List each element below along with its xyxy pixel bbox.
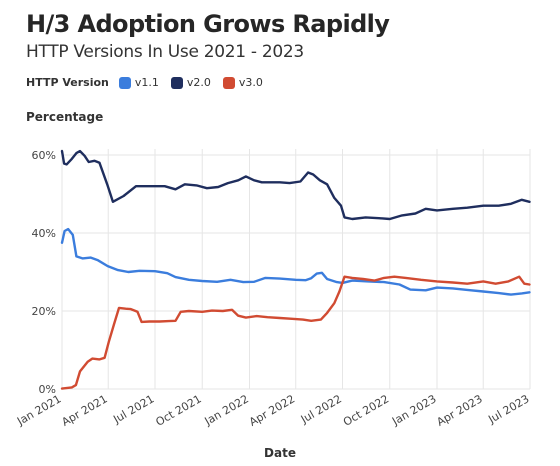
legend-label-v1-1: v1.1 [134, 76, 159, 89]
x-tick-label: Jul 2023 [485, 392, 531, 426]
x-tick-label: Oct 2021 [153, 392, 203, 429]
x-axis-label: Date [264, 446, 296, 460]
x-tick-label: Apr 2021 [59, 392, 109, 429]
legend: HTTP Version v1.1 v2.0 v3.0 [26, 76, 275, 89]
series [60, 149, 531, 390]
x-tick-label: Apr 2023 [434, 392, 484, 429]
legend-label-v3-0: v3.0 [238, 76, 263, 89]
x-tick-label: Jul 2021 [110, 392, 156, 426]
legend-item-v2-0[interactable]: v2.0 [170, 76, 211, 89]
series-line-v2-0[interactable] [60, 149, 531, 221]
x-tick-label: Oct 2022 [341, 392, 391, 429]
x-tick-label: Jul 2022 [298, 392, 344, 426]
series-line-v3-0[interactable] [60, 275, 531, 390]
chart-title: H/3 Adoption Grows Rapidly [26, 10, 390, 38]
legend-label-v2-0: v2.0 [186, 76, 211, 89]
y-tick-label: 60% [32, 149, 56, 162]
y-axis-label: Percentage [26, 110, 104, 124]
y-tick-label: 40% [32, 227, 56, 240]
x-tick-label: Apr 2022 [247, 392, 297, 429]
x-tick-label: Jan 2022 [202, 392, 251, 428]
legend-swatch-v2-0 [170, 76, 183, 89]
legend-title: HTTP Version [26, 76, 109, 89]
y-tick-label: 20% [32, 305, 56, 318]
legend-item-v1-1[interactable]: v1.1 [118, 76, 159, 89]
y-ticks: 0% 20% 40% 60% [32, 149, 56, 396]
x-tick-label: Jan 2021 [14, 392, 63, 428]
x-tick-label: Jan 2023 [389, 392, 438, 428]
legend-item-v3-0[interactable]: v3.0 [222, 76, 263, 89]
series-line-v1-1[interactable] [60, 227, 531, 296]
legend-swatch-v3-0 [222, 76, 235, 89]
legend-swatch-v1-1 [118, 76, 131, 89]
grid [61, 149, 531, 390]
chart-subtitle: HTTP Versions In Use 2021 - 2023 [26, 42, 304, 62]
y-tick-label: 0% [39, 383, 56, 396]
